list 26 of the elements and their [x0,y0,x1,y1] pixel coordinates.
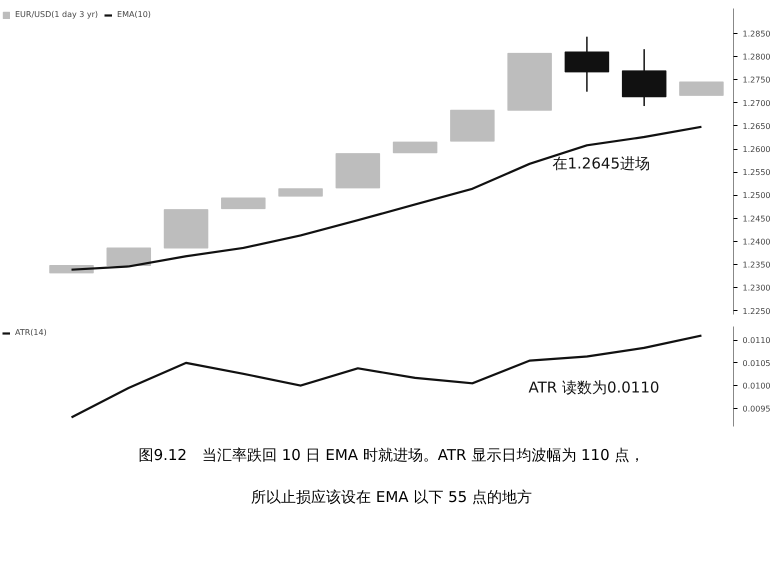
y-tick-label: 1.2550 [742,168,770,178]
line-series [70,334,703,419]
y-tick-label: 1.2700 [742,98,770,108]
legend-label: EMA(10) [117,10,151,19]
y-tick-label: 1.2450 [742,214,770,224]
y-tick-label: 1.2250 [742,306,770,316]
text: 所以止损应该设在 EMA 以下 55 点的地方 [251,487,532,508]
y-tick-label: 1.2650 [742,122,770,131]
caption: 图9.12 当汇率跌回 10 日 EMA 时就进场。ATR 显示日均波幅为 110 点， [138,445,644,466]
y-tick-label: 0.0095 [742,404,770,414]
y-tick-label: 1.2350 [742,260,770,270]
legend-label: ATR(14) [15,328,47,337]
y-tick-label: 1.2600 [742,145,770,154]
y-tick-label: 0.0110 [742,336,770,346]
line-series [70,126,703,271]
y-tick-label: 0.0100 [742,382,770,391]
y-tick-label: 1.2800 [742,52,770,62]
y-tick-label: 0.0105 [742,358,770,368]
y-tick-label: 1.2400 [742,237,770,246]
y-tick-label: 1.2850 [742,29,770,38]
y-tick-label: 1.2300 [742,284,770,293]
annotation: ATR 读数为0.0110 [528,378,660,396]
y-tick-label: 1.2500 [742,191,770,200]
annotation: 在1.2645进场 [552,154,650,172]
y-tick-label: 1.2750 [742,76,770,85]
legend-label: EUR/USD(1 day 3 yr) [15,10,98,19]
